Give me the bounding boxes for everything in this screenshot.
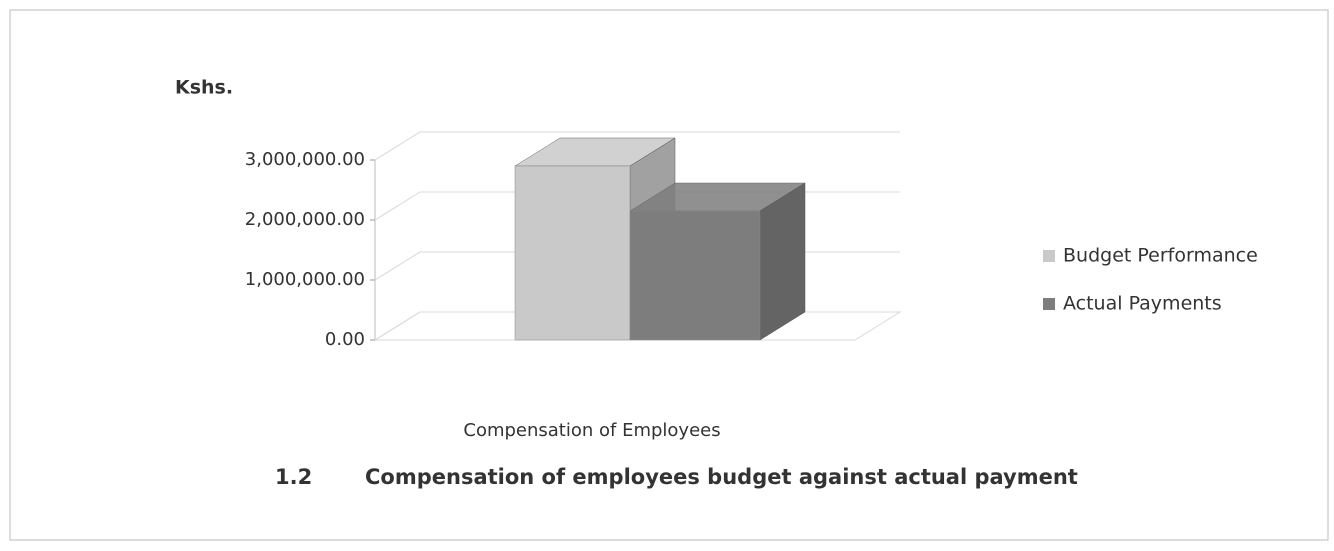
bar-side — [759, 182, 806, 341]
y-tick-label: 0.00 — [325, 329, 365, 350]
legend-label: Budget Performance — [1063, 245, 1258, 267]
grid-line — [374, 131, 900, 161]
legend-swatch — [1043, 250, 1055, 262]
x-tick-label: Compensation of Employees — [463, 420, 720, 441]
bar-front — [514, 165, 631, 341]
y-tick-label: 2,000,000.00 — [245, 209, 365, 230]
figure-number: 1.2 — [275, 465, 312, 489]
legend-swatch — [1043, 298, 1055, 310]
bar-front — [629, 210, 761, 341]
y-tick-label: 1,000,000.00 — [245, 269, 365, 290]
bar — [629, 182, 806, 341]
y-axis-label: Kshs. — [175, 77, 233, 99]
y-tick-label: 3,000,000.00 — [245, 149, 365, 170]
legend-label: Actual Payments — [1063, 293, 1222, 315]
chart-title: Compensation of employees budget against… — [365, 465, 1078, 489]
